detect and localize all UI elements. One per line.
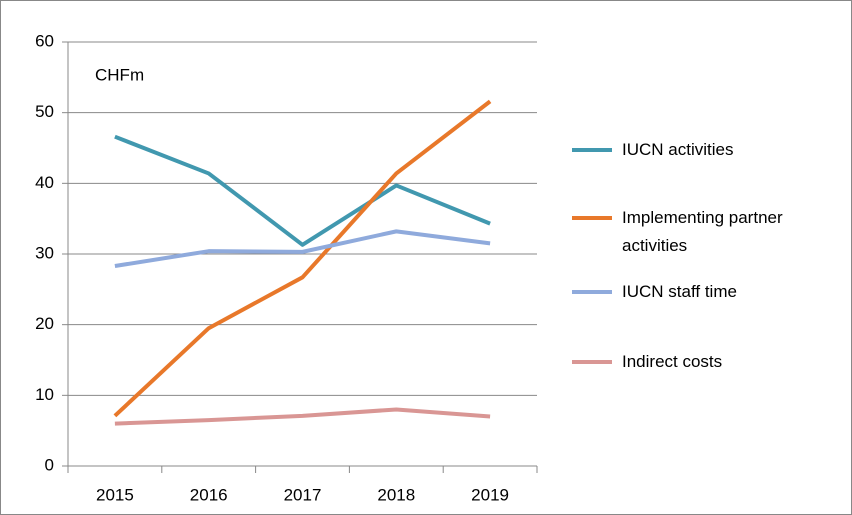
series-line xyxy=(113,99,492,418)
y-tick-label: 30 xyxy=(35,243,54,262)
x-tick-label: 2018 xyxy=(377,485,415,504)
series-line xyxy=(114,229,491,268)
legend-label: IUCN activities xyxy=(622,140,734,159)
y-tick-label: 0 xyxy=(45,455,54,474)
y-tick-label: 20 xyxy=(35,314,54,333)
x-tick-label: 2019 xyxy=(471,485,509,504)
y-tick-label: 40 xyxy=(35,173,54,192)
series-line xyxy=(114,407,491,426)
x-tick-label: 2016 xyxy=(190,485,228,504)
legend-label: IUCN staff time xyxy=(622,282,737,301)
series-line xyxy=(114,134,491,247)
y-tick-label: 50 xyxy=(35,102,54,121)
x-tick-label: 2015 xyxy=(96,485,134,504)
y-tick-label: 10 xyxy=(35,385,54,404)
y-tick-label: 60 xyxy=(35,31,54,50)
unit-annotation: CHFm xyxy=(95,65,144,84)
legend-label: Implementing partner activities xyxy=(622,208,783,255)
x-tick-label: 2017 xyxy=(284,485,322,504)
legend-label: Indirect costs xyxy=(622,352,723,371)
